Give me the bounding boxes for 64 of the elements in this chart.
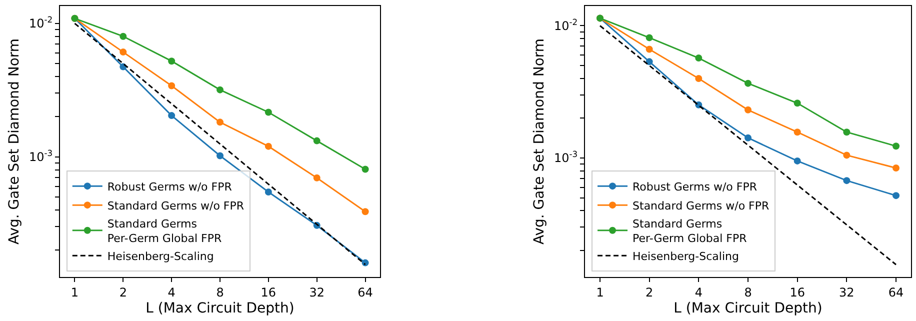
y-tick-label: 10$^{-2}$ xyxy=(554,16,578,33)
x-axis-title: L (Max Circuit Depth) xyxy=(146,300,294,317)
x-tick-label: 2 xyxy=(119,285,127,300)
x-tick-label: 1 xyxy=(596,285,604,300)
x-tick-label: 4 xyxy=(168,285,176,300)
point xyxy=(120,48,127,56)
point xyxy=(646,58,653,66)
point xyxy=(744,106,752,114)
point xyxy=(843,177,850,184)
y-tick-label: 10$^{-2}$ xyxy=(28,14,53,31)
legend-label: Standard Germs w/o FPR xyxy=(107,199,244,212)
x-tick-label: 16 xyxy=(260,285,276,300)
line-series xyxy=(599,24,897,266)
point xyxy=(646,34,653,42)
y-axis-title: Avg. Gate Set Diamond Norm xyxy=(532,38,548,245)
x-axis-title: L (Max Circuit Depth) xyxy=(674,300,822,317)
x-tick-label: 32 xyxy=(839,285,854,300)
legend-label: Robust Germs w/o FPR xyxy=(632,180,758,194)
point xyxy=(744,80,752,87)
point xyxy=(216,152,224,160)
point xyxy=(794,100,801,107)
point xyxy=(120,32,127,40)
legend-label: Standard Germs w/o FPR xyxy=(632,199,770,212)
legend-label: Standard Germs Per-Germ Global FPR xyxy=(107,218,222,245)
x-tick-label: 4 xyxy=(694,285,702,300)
y-tick-label: 10$^{-3}$ xyxy=(554,149,578,166)
point xyxy=(794,128,801,136)
point xyxy=(695,54,702,62)
point xyxy=(168,82,176,90)
legend-label: Standard Germs Per-Germ Global FPR xyxy=(632,218,748,245)
point xyxy=(744,134,752,142)
x-tick-label: 64 xyxy=(888,285,904,300)
point xyxy=(264,108,272,116)
point xyxy=(168,112,176,120)
point xyxy=(216,86,224,94)
point xyxy=(892,142,900,150)
legend-label: Heisenberg-Scaling xyxy=(632,250,739,263)
point xyxy=(362,166,369,173)
point xyxy=(843,128,850,136)
y-tick-label: 10$^{-3}$ xyxy=(28,148,53,164)
point xyxy=(264,142,272,150)
point xyxy=(264,188,272,196)
legend-label: Heisenberg-Scaling xyxy=(107,250,214,263)
point xyxy=(892,164,900,172)
x-tick-label: 16 xyxy=(790,285,805,300)
point xyxy=(794,157,801,164)
point xyxy=(892,192,900,200)
y-axis-title: Avg. Gate Set Diamond Norm xyxy=(6,38,23,245)
point xyxy=(843,152,850,159)
legend-label: Robust Germs w/o FPR xyxy=(107,180,232,194)
point xyxy=(362,208,369,216)
point xyxy=(216,118,224,126)
x-tick-label: 8 xyxy=(744,285,752,300)
point xyxy=(646,46,653,53)
point xyxy=(313,174,320,182)
point xyxy=(695,75,702,82)
x-tick-label: 2 xyxy=(646,285,654,300)
point xyxy=(313,137,320,144)
x-tick-label: 8 xyxy=(216,285,224,300)
x-tick-label: 32 xyxy=(309,285,324,300)
point xyxy=(168,58,176,65)
x-tick-label: 64 xyxy=(358,285,373,300)
x-tick-label: 1 xyxy=(70,285,79,300)
point xyxy=(362,259,369,266)
